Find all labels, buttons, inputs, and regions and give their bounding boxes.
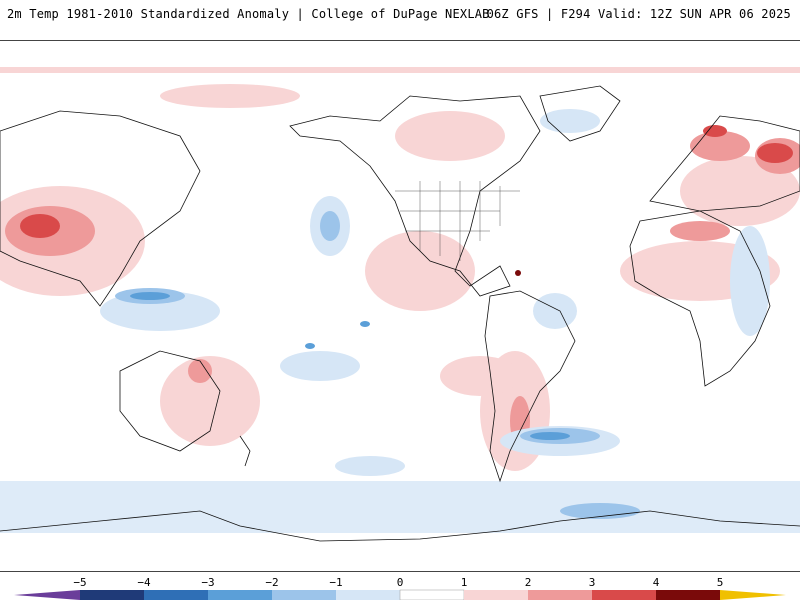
colorbar-tick: −4 [137, 576, 151, 589]
coastlines [0, 85, 800, 542]
hotspot-venezuela [515, 270, 521, 276]
colorbar-bin-n4 [144, 590, 208, 600]
colorbar-tick: 1 [460, 576, 468, 589]
antarctic-anomaly-band [0, 481, 800, 533]
model-run-info: 06Z GFS | F294 Valid: 12Z SUN APR 06 202… [486, 7, 791, 21]
colorbar-tick: 5 [716, 576, 724, 589]
very-cool-anomalies [130, 292, 570, 440]
colorbar-bin-p1 [464, 590, 528, 600]
colorbar-arrow-low [14, 590, 80, 600]
map-canvas [0, 67, 800, 542]
colorbar-tick: −3 [201, 576, 215, 589]
colorbar-tick: 3 [588, 576, 596, 589]
colorbar-tick: −1 [329, 576, 343, 589]
colorbar-bin-p4 [656, 590, 720, 600]
colorbar-scale [14, 589, 786, 600]
colorbar-bin-n2 [272, 590, 336, 600]
colorbar-tick: 4 [652, 576, 660, 589]
colorbar-bin-n3 [208, 590, 272, 600]
header: 2m Temp 1981-2010 Standardized Anomaly |… [0, 0, 800, 40]
colorbar-tick: 2 [524, 576, 532, 589]
colorbar-bin-p3 [592, 590, 656, 600]
warm-anomalies [0, 84, 800, 471]
colorbar-bin-zero [399, 589, 465, 600]
us-state-borders [395, 181, 520, 261]
colorbar-tick: −5 [73, 576, 87, 589]
colorbar-bin-n1 [336, 590, 400, 600]
colorbar-arrow-high [720, 590, 786, 600]
arctic-anomaly-band [0, 67, 800, 73]
colorbar-bin-n5 [80, 590, 144, 600]
colorbar-tick: 0 [396, 576, 404, 589]
colorbar: −5 −4 −3 −2 −1 0 1 2 3 4 5 [0, 572, 800, 600]
anomaly-map [0, 40, 800, 572]
colorbar-bin-p2 [528, 590, 592, 600]
colorbar-tick: −2 [265, 576, 279, 589]
map-title: 2m Temp 1981-2010 Standardized Anomaly |… [7, 7, 490, 21]
very-warm-anomalies [20, 125, 793, 238]
